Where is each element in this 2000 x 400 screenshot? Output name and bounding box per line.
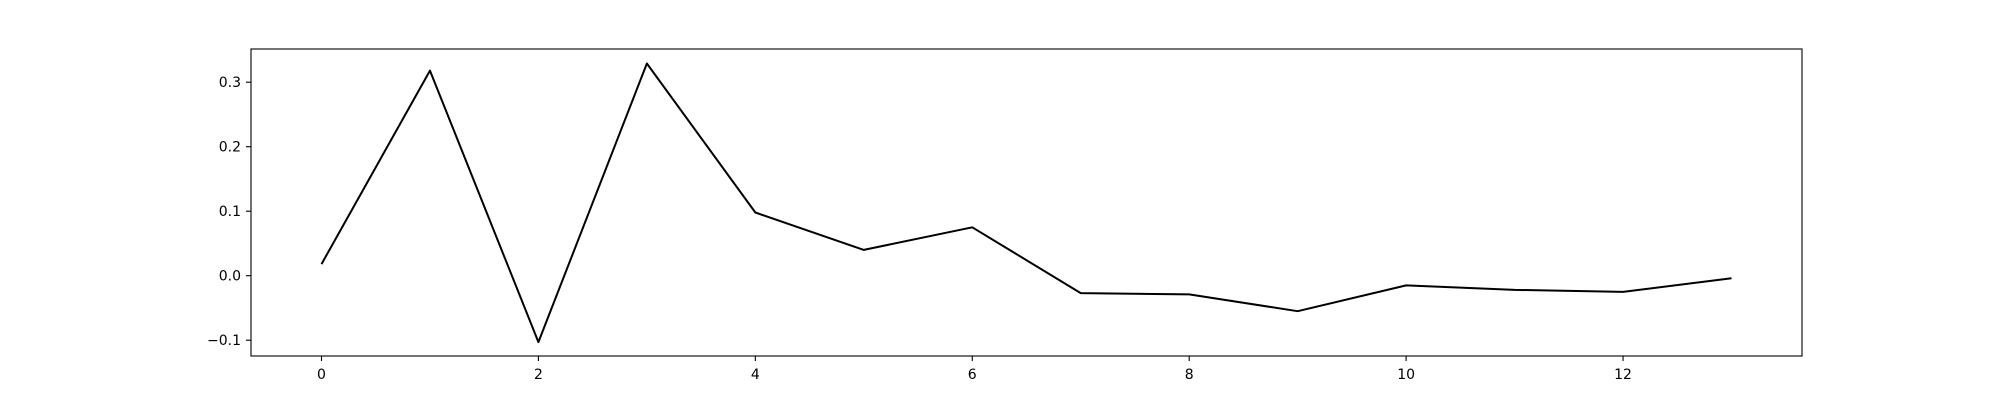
- plot-content: [320, 62, 1732, 344]
- plot-frame: [250, 48, 1803, 357]
- y-tick-label: 0.3: [219, 75, 241, 91]
- y-tick-label: 0.1: [219, 204, 241, 220]
- x-tick-label: 4: [751, 367, 760, 383]
- x-tick-label: 2: [534, 367, 543, 383]
- y-axis: −0.1 0.0 0.1 0.2 0.3: [207, 75, 251, 349]
- x-tick-label: 12: [1614, 367, 1632, 383]
- x-axis: 0 2 4 6 8 10 12: [317, 356, 1632, 383]
- series-line-0: [320, 62, 1732, 344]
- y-tick-label: −0.1: [207, 333, 241, 349]
- x-tick-label: 10: [1397, 367, 1415, 383]
- y-tick-label: 0.2: [219, 140, 241, 156]
- x-tick-label: 6: [968, 367, 977, 383]
- x-tick-label: 8: [1185, 367, 1194, 383]
- x-tick-label: 0: [317, 367, 326, 383]
- y-tick-label: 0.0: [219, 269, 241, 285]
